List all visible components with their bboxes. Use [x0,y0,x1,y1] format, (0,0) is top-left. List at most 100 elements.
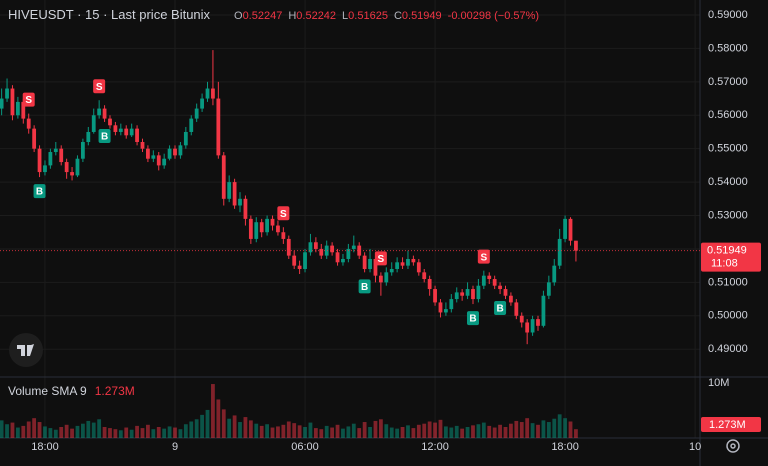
volume-bar [503,426,508,438]
candle-body [384,272,389,283]
volume-bar [270,427,275,438]
y-tick-label: 0.50000 [708,310,748,322]
volume-bar [53,429,58,438]
volume-bar [406,425,410,438]
candle-body [259,222,264,233]
volume-bar [574,429,578,438]
ohlc-key: L [342,10,348,22]
ohlc-key: C [394,10,402,22]
candle-body [498,285,502,290]
volume-bar [75,425,80,438]
volume-bar [243,417,248,438]
signal-label: S [96,82,103,93]
candle-body [568,218,573,241]
candle-body [265,218,270,233]
y-tick-label: 0.57000 [708,76,748,88]
volume-bar [460,428,465,438]
volume-bar [389,427,394,438]
volume-bar [140,428,145,438]
candle-body [113,125,118,132]
signal-badge [477,249,490,264]
ohlc-key: H [288,10,296,22]
candle-body [162,158,167,166]
candle-body [70,172,74,176]
candle-body [86,131,91,142]
volume-bar [444,426,448,438]
logo[interactable] [9,333,43,367]
candle-body [552,265,557,283]
candle-body [411,258,416,263]
ohlc-value: 0.51949 [402,10,442,22]
signal-label: S [378,254,385,265]
signal-badge [277,206,290,221]
volume-bar [216,399,221,438]
volume-bar [91,422,96,438]
candle-body [0,98,4,109]
candle-body [80,141,85,159]
volume-bar [384,424,389,438]
candle-body [200,98,204,109]
volume-bar [422,423,427,438]
volume-bar [313,428,318,438]
candle-body [557,238,562,266]
signal-label: B [101,132,108,143]
gear [726,439,740,453]
candle-body [43,165,47,173]
volume-bar [232,415,237,438]
candle-body [460,292,465,296]
volume-bar [362,422,367,438]
volume-bar [330,427,335,438]
volume-bar [546,422,551,438]
volume-tick-label: 10M [708,377,729,389]
volume-bar [492,427,497,438]
candle-body [481,275,486,286]
signal-badge [33,184,46,199]
candle-body [156,155,161,166]
candle-body [373,258,378,276]
x-tick-label: 12:00 [421,441,449,453]
candle-body [146,148,150,159]
candle-body [178,145,183,156]
volume-bar [156,426,161,438]
candle-body [368,258,372,269]
settings-button[interactable] [726,439,740,453]
volume-bar [563,418,567,438]
candle-body [389,268,394,273]
candle-body [194,108,199,119]
volume-bar [487,425,492,438]
candle-body [108,118,112,126]
volume-bar [86,420,91,438]
volume-bar [557,414,562,438]
volume-bar [146,424,150,438]
y-tick-label: 0.53000 [708,209,748,221]
volume-bar [378,419,383,438]
volume-bar [400,426,405,438]
x-tick-label: 18:00 [551,441,579,453]
candle-body [183,131,188,146]
volume-bar [43,426,47,438]
volume-bar [167,426,172,438]
signal-label: S [480,252,487,263]
volume-bar [341,428,345,438]
y-tick-label: 0.49000 [708,343,748,355]
candle-body [330,245,335,253]
volume-bar [498,424,502,438]
volume-bar [80,423,85,438]
volume-bar [135,425,139,438]
candle-body [444,309,448,313]
candle-body [476,285,481,300]
volume-bar [433,422,437,438]
volume-bar [395,428,400,438]
volume-sma-box [701,417,761,432]
volume-bar [373,420,378,438]
volume-bar [173,427,177,438]
volume-bar [411,428,416,438]
volume-bar [324,425,329,438]
volume-bar [227,418,232,438]
volume-bar [64,424,69,438]
signal-badge [93,79,106,94]
x-tick-label: 10 [689,441,701,453]
volume-bar [189,421,194,438]
legend-header: HIVEUSDT · 15 · Last price Bitunix [8,7,211,22]
